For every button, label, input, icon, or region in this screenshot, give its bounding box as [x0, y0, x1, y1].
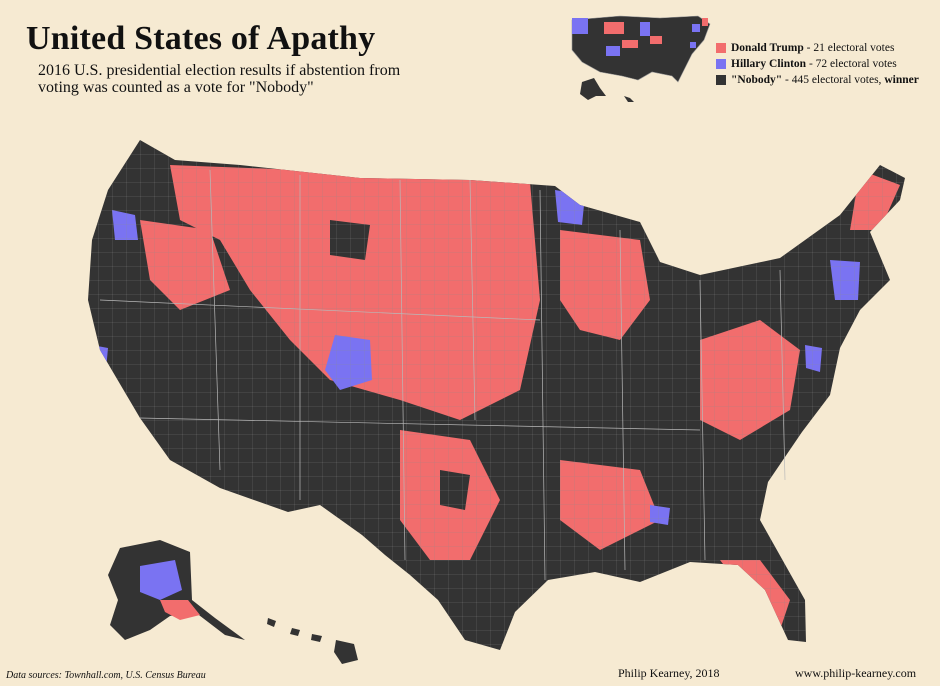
- data-sources-note: Data sources: Townhall.com, U.S. Census …: [6, 670, 206, 681]
- inset-state-trump-ia: [650, 36, 662, 44]
- inset-hawaii: [624, 96, 634, 102]
- legend-item-nobody: "Nobody" - 445 electoral votes, winner: [716, 72, 919, 87]
- legend-detail-trump: - 21 electoral votes: [803, 41, 895, 54]
- legend: Donald Trump - 21 electoral votes Hillar…: [716, 40, 919, 88]
- map-title: United States of Apathy: [26, 20, 376, 57]
- website-credit: www.philip-kearney.com: [795, 666, 917, 680]
- legend-swatch-trump: [716, 42, 726, 53]
- inset-state-trump-ne: [622, 40, 638, 48]
- author-credit: Philip Kearney, 2018: [618, 666, 720, 680]
- legend-winner-tag: winner: [884, 73, 919, 86]
- legend-label-clinton: Hillary Clinton: [731, 57, 807, 70]
- inset-state-trump-me: [702, 18, 708, 26]
- legend-label-nobody: "Nobody": [731, 73, 783, 86]
- legend-detail-nobody: - 445 electoral votes,: [782, 73, 885, 86]
- inset-alaska: [580, 78, 606, 100]
- inset-state-clinton-ne-region: [692, 24, 700, 32]
- legend-swatch-clinton: [716, 58, 726, 69]
- state-results-inset-map: [571, 15, 711, 102]
- inset-state-clinton-co: [606, 46, 620, 56]
- alaska-clinton-region: [140, 560, 182, 600]
- inset-state-clinton-mn: [640, 22, 650, 36]
- map-subtitle: 2016 U.S. presidential election results …: [38, 62, 401, 96]
- hawaii-islands: [267, 618, 358, 664]
- inset-state-trump-mt: [604, 22, 624, 34]
- legend-swatch-nobody: [716, 74, 726, 85]
- legend-item-clinton: Hillary Clinton - 72 electoral votes: [716, 56, 919, 71]
- inset-state-clinton-wa: [572, 18, 588, 34]
- legend-item-trump: Donald Trump - 21 electoral votes: [716, 40, 919, 55]
- legend-detail-clinton: - 72 electoral votes: [806, 57, 897, 70]
- inset-state-clinton-md: [690, 42, 696, 48]
- legend-label-trump: Donald Trump: [731, 41, 804, 54]
- state-borders: [99, 169, 786, 581]
- alaska-trump-region: [160, 600, 200, 620]
